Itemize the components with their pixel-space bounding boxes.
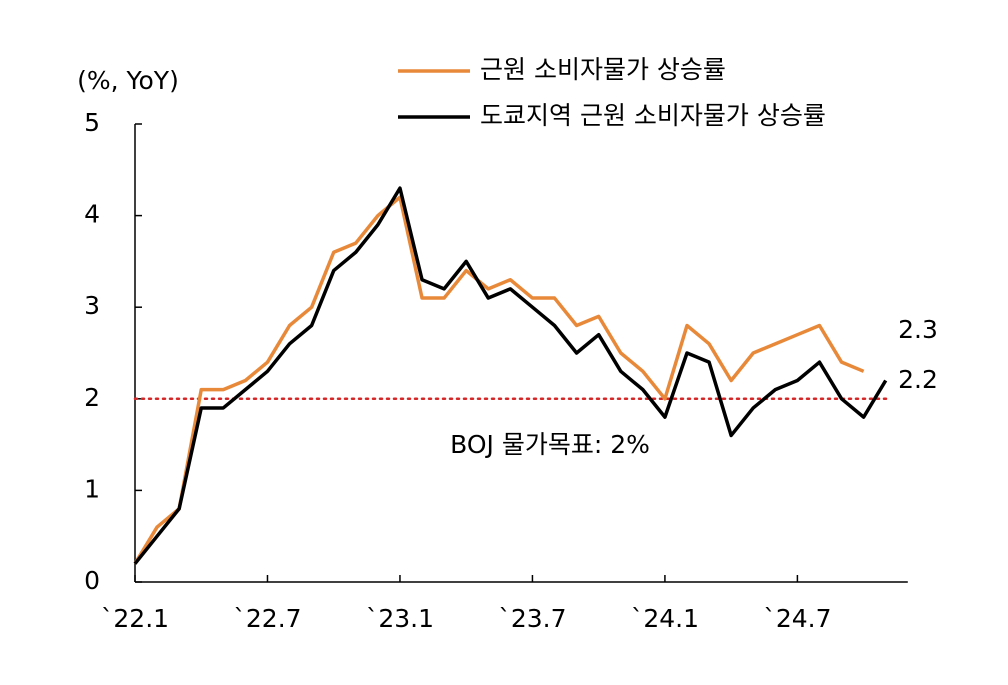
y-axis-label: (%, YoY) — [77, 66, 179, 95]
x-tick-label: `24.7 — [763, 604, 831, 633]
series-line — [133, 195, 865, 565]
x-tick-label: `22.1 — [101, 604, 169, 633]
x-tick-label: `22.7 — [233, 604, 301, 633]
x-tick-label: `23.7 — [498, 604, 566, 633]
y-tick-label: 5 — [84, 108, 100, 137]
end-label: 2.3 — [898, 315, 938, 344]
legend-label: 도쿄지역 근원 소비자물가 상승률 — [480, 101, 826, 130]
y-tick-label: 1 — [84, 474, 100, 503]
y-tick-label: 4 — [84, 200, 100, 229]
y-tick-label: 0 — [84, 566, 100, 595]
x-tick-label: `24.1 — [631, 604, 699, 633]
series-line — [133, 186, 888, 565]
x-tick-label: `23.1 — [366, 604, 434, 633]
y-tick-label: 2 — [84, 383, 100, 412]
y-tick-label: 3 — [84, 291, 100, 320]
end-label: 2.2 — [898, 365, 938, 394]
target-label: BOJ 물가목표: 2% — [450, 430, 650, 459]
legend-label: 근원 소비자물가 상승률 — [480, 55, 726, 84]
